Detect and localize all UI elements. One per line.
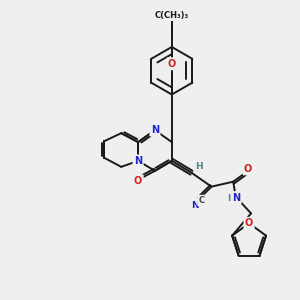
Text: N: N xyxy=(191,201,198,210)
Text: O: O xyxy=(134,176,142,186)
Text: H: H xyxy=(195,162,203,171)
Text: C: C xyxy=(199,196,205,205)
Text: H: H xyxy=(227,194,235,203)
Text: O: O xyxy=(245,218,253,228)
Text: N: N xyxy=(134,156,142,166)
Text: O: O xyxy=(244,164,252,174)
Text: N: N xyxy=(151,125,159,135)
Text: O: O xyxy=(168,59,176,69)
Text: C(CH₃)₃: C(CH₃)₃ xyxy=(155,11,189,20)
Text: N: N xyxy=(232,193,240,202)
